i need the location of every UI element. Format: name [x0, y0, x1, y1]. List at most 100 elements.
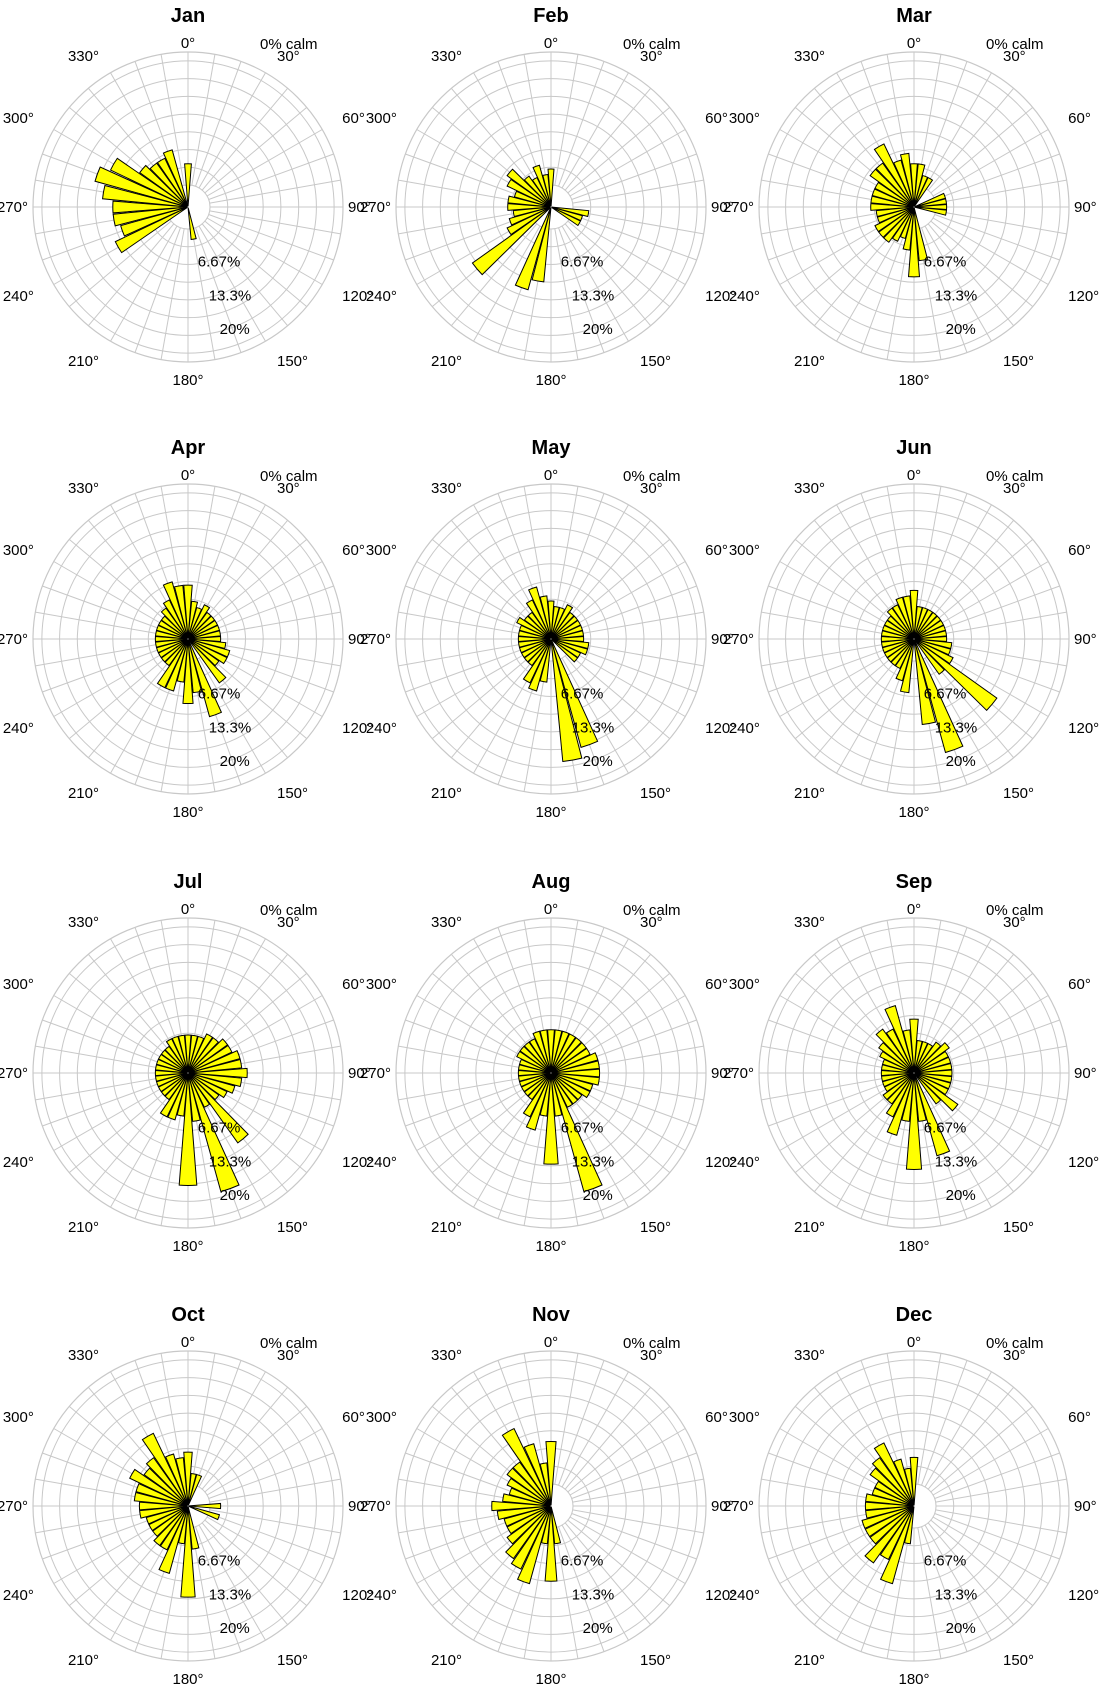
grid-spoke — [779, 1083, 896, 1151]
angle-label: 330° — [431, 48, 462, 65]
angle-label: 330° — [68, 48, 99, 65]
rose-bar-90 — [188, 1067, 248, 1079]
radial-tick-label: 20% — [583, 753, 613, 770]
rose-bar-200 — [886, 1073, 915, 1136]
grid-spoke — [405, 646, 531, 693]
grid-spoke — [68, 220, 172, 308]
angle-label: 0° — [181, 901, 195, 918]
angle-label: 60° — [1068, 976, 1091, 993]
angle-label: 150° — [277, 1652, 308, 1669]
grid-spoke — [450, 1089, 538, 1193]
angle-label: 240° — [366, 1154, 397, 1171]
grid-spoke — [921, 227, 968, 353]
grid-spoke — [567, 972, 671, 1060]
rose-bar-220 — [505, 1506, 552, 1560]
grid-spoke — [209, 179, 341, 204]
grid-spoke — [569, 129, 686, 197]
radial-tick-label: 13.3% — [572, 287, 615, 304]
grid-spoke — [927, 1089, 1015, 1193]
grid-spoke — [567, 652, 671, 740]
rose-bar-20 — [187, 1473, 203, 1506]
grid-spoke — [209, 1478, 341, 1503]
grid-spoke — [794, 220, 898, 308]
angle-label: 210° — [794, 1219, 825, 1236]
grid-spoke — [160, 228, 185, 360]
grid-spoke — [927, 87, 1015, 191]
grid-spoke — [42, 646, 168, 693]
grid-spoke — [416, 995, 533, 1063]
angle-label: 30° — [1003, 914, 1026, 931]
grid-spoke — [554, 1527, 579, 1659]
grid-spoke — [204, 106, 308, 194]
rose-bar-350 — [177, 1034, 189, 1073]
panel-title: Nov — [532, 1304, 571, 1326]
radial-tick-label: 6.67% — [924, 686, 967, 703]
calm-label: 0% calm — [986, 902, 1044, 919]
grid-spoke — [567, 1405, 671, 1493]
grid-spoke — [935, 1478, 1067, 1503]
wind-rose-jan: Jan 0° 30° 60° 90° 120° 150° 180° 210° 240° 270° 30… — [0, 5, 373, 389]
angle-label: 30° — [1003, 480, 1026, 497]
angle-label: 150° — [277, 1219, 308, 1236]
grid-spoke — [836, 225, 904, 342]
angle-label: 60° — [342, 110, 365, 127]
grid-spoke — [561, 72, 629, 189]
grid-spoke — [564, 1522, 652, 1626]
angle-label: 120° — [342, 288, 373, 305]
panel-title: Oct — [171, 1304, 205, 1326]
grid-spoke — [198, 504, 266, 621]
grid-spoke — [450, 519, 538, 623]
grid-spoke — [924, 1524, 992, 1641]
angle-label: 60° — [1068, 1409, 1091, 1426]
rose-bar-0 — [909, 1456, 919, 1506]
angle-label: 300° — [3, 1409, 34, 1426]
rose-bar-350 — [542, 173, 552, 207]
angle-label: 210° — [431, 785, 462, 802]
grid-spoke — [572, 1478, 704, 1503]
angle-label: 210° — [68, 785, 99, 802]
panel-title: Dec — [896, 1304, 933, 1326]
rose-bar-270 — [112, 200, 188, 214]
grid-spoke — [208, 1452, 334, 1499]
grid-spoke — [110, 504, 178, 621]
radial-tick-label: 13.3% — [935, 287, 978, 304]
grid-spoke — [35, 1076, 167, 1101]
radial-tick-label: 13.3% — [572, 1586, 615, 1603]
grid-spoke — [53, 1516, 170, 1584]
grid-spoke — [195, 61, 242, 187]
grid-spoke — [571, 1452, 697, 1499]
angle-label: 300° — [366, 542, 397, 559]
grid-spoke — [572, 1509, 704, 1534]
wind-rose-feb: Feb 0° 30° 60° 90° 120° 150° 180° 210° 240° 270° 30… — [360, 5, 736, 389]
rose-bar-170 — [550, 639, 583, 763]
grid-spoke — [932, 217, 1049, 285]
grid-spoke — [567, 1086, 671, 1174]
grid-spoke — [934, 646, 1060, 693]
grid-spoke — [569, 217, 686, 285]
rose-bar-350 — [539, 1029, 552, 1073]
rose-bar-350 — [902, 595, 915, 639]
angle-label: 330° — [431, 1347, 462, 1364]
grid-spoke — [201, 1522, 289, 1626]
angle-label: 240° — [3, 720, 34, 737]
grid-spoke — [768, 153, 894, 200]
angle-label: 330° — [431, 914, 462, 931]
grid-spoke — [924, 657, 992, 774]
rose-bar-200 — [879, 1506, 915, 1585]
grid-spoke — [779, 995, 896, 1063]
grid-spoke — [813, 1089, 901, 1193]
rose-bar-350 — [539, 1462, 552, 1506]
angle-label: 60° — [705, 110, 728, 127]
grid-spoke — [208, 214, 334, 261]
grid-spoke — [473, 72, 541, 189]
radial-tick-label: 20% — [946, 753, 976, 770]
grid-spoke — [558, 61, 605, 187]
grid-spoke — [930, 106, 1034, 194]
grid-spoke — [208, 1513, 334, 1560]
grid-spoke — [794, 538, 898, 626]
grid-spoke — [206, 561, 323, 629]
rose-bar-320 — [145, 1457, 189, 1506]
angle-label: 90° — [711, 199, 734, 216]
grid-spoke — [195, 1360, 242, 1486]
grid-spoke — [405, 1452, 531, 1499]
